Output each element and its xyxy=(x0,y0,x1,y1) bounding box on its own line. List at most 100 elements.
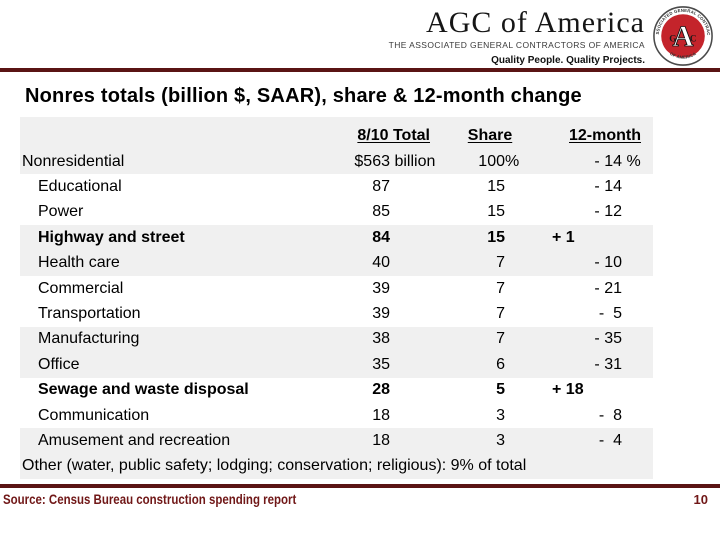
seal-letter-g: G xyxy=(669,33,676,43)
total-cell: 85 xyxy=(340,204,460,220)
change-cell: + 1 xyxy=(520,229,653,246)
row-label: Power xyxy=(38,203,84,221)
total-cell: $563 billion xyxy=(340,152,460,170)
share-value: 5 xyxy=(496,381,505,399)
change-cell: - 4 xyxy=(520,432,653,449)
change-value: - 5 xyxy=(598,305,622,323)
change-value: - 21 xyxy=(594,279,622,297)
total-cell: 35 xyxy=(340,356,460,373)
col-header-12month: 12-month xyxy=(569,127,641,144)
total-cell: 38 xyxy=(340,331,460,347)
seal-rim-bottom-text: OF AMERICA xyxy=(669,51,697,60)
table-row: Educational 87 15 - 14 xyxy=(20,174,653,199)
change-cell: - 31 xyxy=(520,355,653,373)
table-row: Nonresidential $563 billion 100% - 14 % xyxy=(20,149,653,175)
change-value: - 31 xyxy=(594,355,622,373)
share-value: 7 xyxy=(496,305,505,323)
change-value: + 18 xyxy=(552,381,584,399)
slide-title: Nonres totals (billion $, SAAR), share &… xyxy=(25,85,582,107)
total-cell: 18 xyxy=(340,407,460,424)
total-value: $563 xyxy=(354,152,390,170)
total-cell: 18 xyxy=(340,431,460,449)
share-value: 15 xyxy=(487,178,505,196)
row-label: Office xyxy=(38,355,80,373)
share-value: 7 xyxy=(496,330,505,348)
row-label: Highway and street xyxy=(38,228,185,246)
seal-red-circle xyxy=(661,14,705,58)
change-cell: - 8 xyxy=(520,406,653,424)
svg-text:OF AMERICA: OF AMERICA xyxy=(669,51,697,60)
source-note: Source: Census Bureau construction spend… xyxy=(3,492,297,507)
share-value: 15 xyxy=(487,228,505,246)
total-value: 85 xyxy=(372,203,390,221)
col-header-share: Share xyxy=(467,127,513,144)
share-value: 7 xyxy=(496,254,505,272)
change-value: - 35 xyxy=(594,330,622,348)
table-row: Communication 18 3 - 8 xyxy=(20,403,653,428)
share-cell: 6 xyxy=(460,355,520,373)
change-cell: + 18 xyxy=(520,382,653,398)
share-cell: 7 xyxy=(460,280,520,297)
row-label: Sewage and waste disposal xyxy=(38,381,249,399)
table-row: Commercial 39 7 - 21 xyxy=(20,276,653,301)
col-header-total: 8/10 Total xyxy=(357,127,430,144)
total-value: 40 xyxy=(372,254,390,272)
total-value: 18 xyxy=(372,431,390,449)
footer-divider-rule xyxy=(0,484,720,488)
table-row: Power 85 15 - 12 xyxy=(20,200,653,225)
share-value: 15 xyxy=(487,203,505,221)
seal-letter-c: C xyxy=(690,33,697,43)
row-label: Amusement and recreation xyxy=(38,431,231,449)
row-label: Communication xyxy=(38,406,150,424)
change-value: - 14 xyxy=(594,178,622,196)
table-row: Health care 40 7 - 10 xyxy=(20,250,653,276)
change-cell: - 14 xyxy=(520,179,653,195)
change-cell: - 5 xyxy=(520,306,653,322)
share-cell: 3 xyxy=(460,431,520,449)
change-value: - 10 xyxy=(594,254,622,272)
share-cell: 15 xyxy=(460,228,520,246)
change-cell: - 12 xyxy=(520,204,653,220)
share-value: 3 xyxy=(496,431,505,449)
change-value: - 12 xyxy=(594,203,622,221)
share-value: 3 xyxy=(496,406,505,424)
total-value: 87 xyxy=(372,178,390,196)
total-cell: 39 xyxy=(340,279,460,297)
share-cell: 7 xyxy=(460,306,520,322)
row-label: Transportation xyxy=(38,305,141,323)
table-row: Office 35 6 - 31 xyxy=(20,352,653,378)
header-divider-rule xyxy=(0,68,720,72)
page-number: 10 xyxy=(693,492,708,507)
row-label: Manufacturing xyxy=(38,330,140,348)
change-cell: - 14 % xyxy=(520,152,653,170)
total-value: 39 xyxy=(372,279,390,297)
table-footnote: Other (water, public safety; lodging; co… xyxy=(20,453,653,480)
share-cell: 100% xyxy=(460,152,520,170)
seal-letter-a: A xyxy=(673,21,694,53)
share-cell: 5 xyxy=(460,382,520,398)
change-value: - 8 xyxy=(598,406,622,424)
row-label: Health care xyxy=(38,254,120,272)
total-unit: billion xyxy=(390,152,436,170)
change-cell: - 10 xyxy=(520,255,653,271)
logo-wordmark: AGC of America xyxy=(426,6,645,39)
table-row: Amusement and recreation 18 3 - 4 xyxy=(20,428,653,454)
share-unit: % xyxy=(505,152,520,170)
total-cell: 40 xyxy=(340,255,460,271)
total-value: 28 xyxy=(372,381,390,399)
total-value: 39 xyxy=(372,305,390,323)
share-value: 100 xyxy=(478,152,505,170)
total-cell: 39 xyxy=(340,306,460,322)
share-value: 6 xyxy=(496,355,505,373)
total-value: 84 xyxy=(372,228,390,246)
change-value: - 14 xyxy=(594,152,622,170)
change-cell: - 21 xyxy=(520,279,653,297)
row-label: Commercial xyxy=(38,279,124,297)
share-cell: 3 xyxy=(460,406,520,424)
agc-seal-icon: THE ASSOCIATED GENERAL CONTRACTORS OF AM… xyxy=(652,5,713,66)
total-cell: 87 xyxy=(340,179,460,195)
share-cell: 15 xyxy=(460,179,520,195)
table-header-row: 8/10 Total Share 12-month xyxy=(20,117,653,149)
total-cell: 28 xyxy=(340,382,460,398)
table-row: Sewage and waste disposal 28 5 + 18 xyxy=(20,378,653,403)
